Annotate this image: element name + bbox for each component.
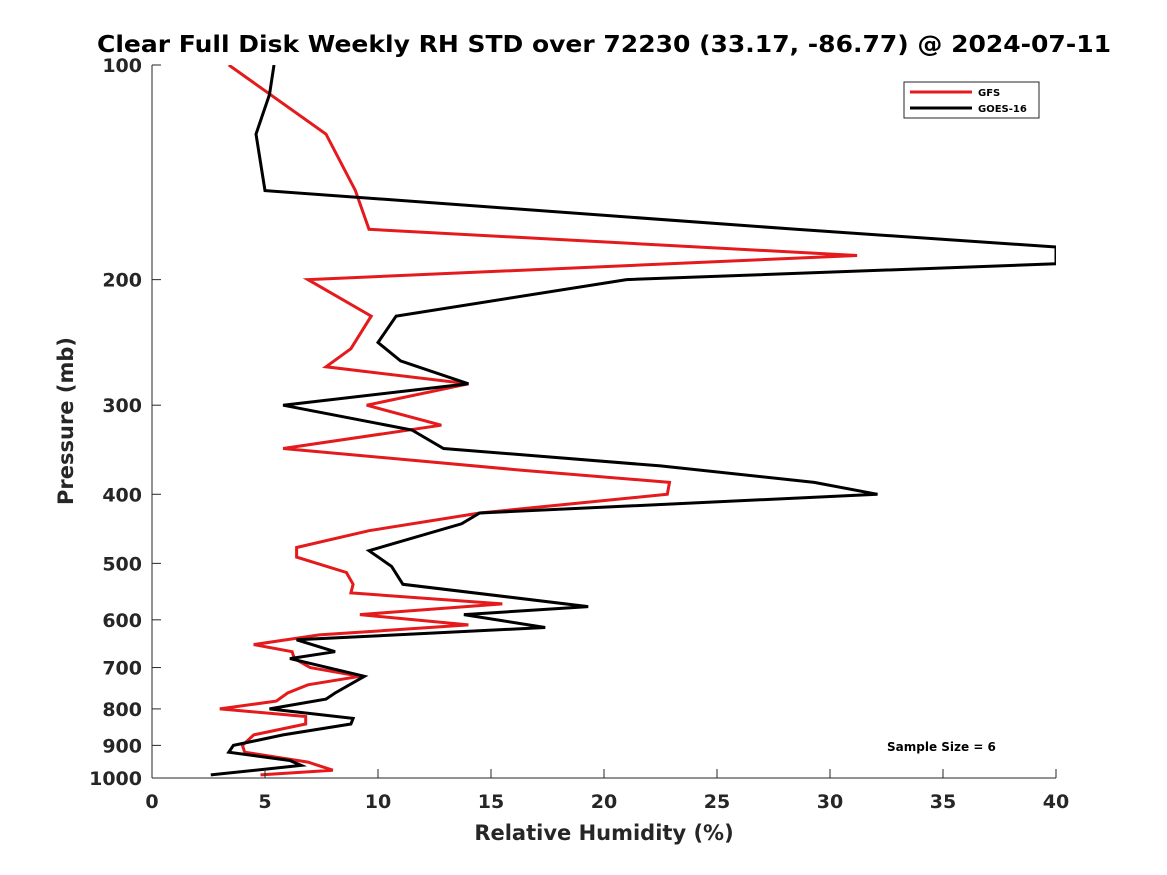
x-tick-label: 40 [1043,791,1069,813]
legend-label-goes16: GOES-16 [978,104,1027,115]
y-tick-label: 900 [102,735,142,757]
y-axis-label: Pressure (mb) [54,337,78,505]
x-tick-label: 35 [930,791,956,813]
x-tick-label: 0 [145,791,158,813]
series-line-gfs [219,65,858,777]
sample-size-annotation: Sample Size = 6 [887,740,996,754]
legend-label-gfs: GFS [978,88,1000,99]
plot-area [210,65,1056,777]
legend: GFS GOES-16 [903,81,1040,119]
tick-labels: 0 5 10 15 20 25 30 35 40 100 200 300 400 500 600 700 800… [89,55,1069,813]
x-tick-label: 30 [817,791,843,813]
y-tick-label: 400 [102,484,142,506]
x-tick-label: 15 [478,791,504,813]
x-tick-label: 25 [704,791,730,813]
y-tick-label: 600 [102,610,142,632]
axes [151,64,1057,779]
x-tick-label: 20 [591,791,617,813]
x-axis-label: Relative Humidity (%) [474,821,733,845]
legend-box [903,81,1040,119]
x-tick-label: 10 [365,791,391,813]
y-tick-label: 800 [102,699,142,721]
y-tick-label: 1000 [89,768,142,790]
y-tick-label: 200 [102,270,142,292]
series-line-goes16 [210,65,1056,777]
x-tick-label: 5 [258,791,271,813]
y-tick-label: 300 [102,395,142,417]
y-tick-label: 500 [102,553,142,575]
chart-title: Clear Full Disk Weekly RH STD over 72230… [97,32,1111,58]
y-tick-label: 700 [102,658,142,680]
y-tick-label: 100 [102,55,142,77]
